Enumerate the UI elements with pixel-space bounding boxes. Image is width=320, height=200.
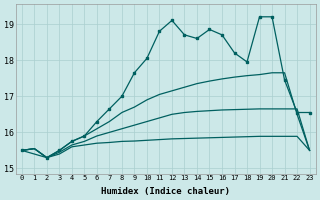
X-axis label: Humidex (Indice chaleur): Humidex (Indice chaleur) [101,187,230,196]
